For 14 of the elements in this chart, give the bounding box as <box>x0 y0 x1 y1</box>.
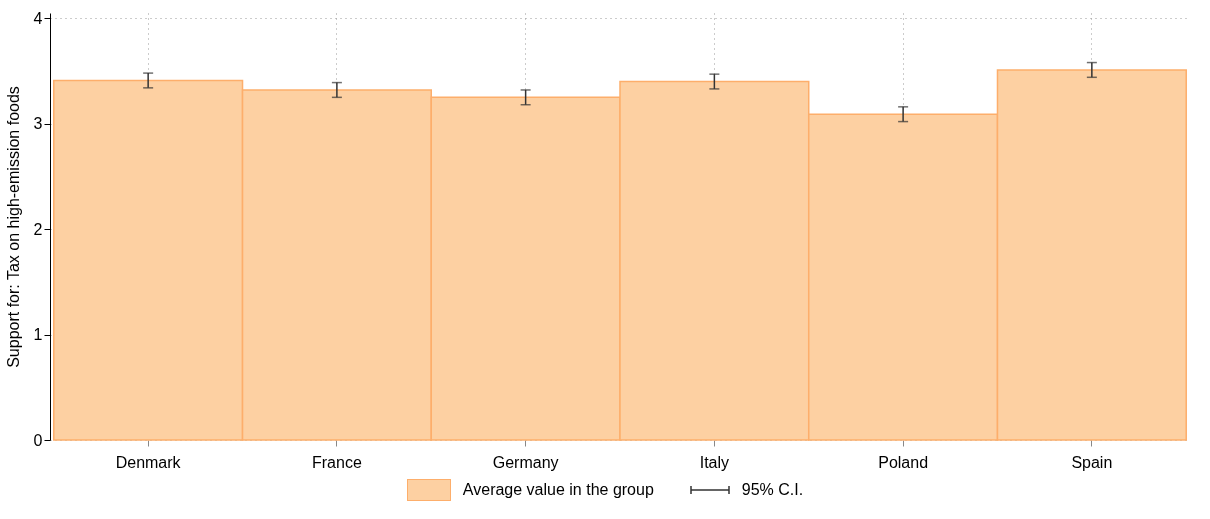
y-tick-label: 0 <box>33 431 43 449</box>
y-tick-label: 3 <box>33 115 43 133</box>
y-tick-label: 2 <box>33 220 43 238</box>
y-axis-title: Support for: Tax on high-emission foods <box>4 86 22 368</box>
x-tick-label: Spain <box>1071 453 1113 471</box>
x-tick-label: Poland <box>878 453 929 471</box>
legend-label: Average value in the group <box>462 481 654 499</box>
x-tick-label: Italy <box>699 453 730 471</box>
x-tick-label: France <box>311 453 362 471</box>
x-tick-label: Denmark <box>115 453 182 471</box>
text: 95% C.I. <box>741 481 804 499</box>
x-tick-label: Germany <box>492 453 559 471</box>
y-tick-label: 4 <box>33 9 43 27</box>
y-tick-label: 1 <box>33 326 43 344</box>
